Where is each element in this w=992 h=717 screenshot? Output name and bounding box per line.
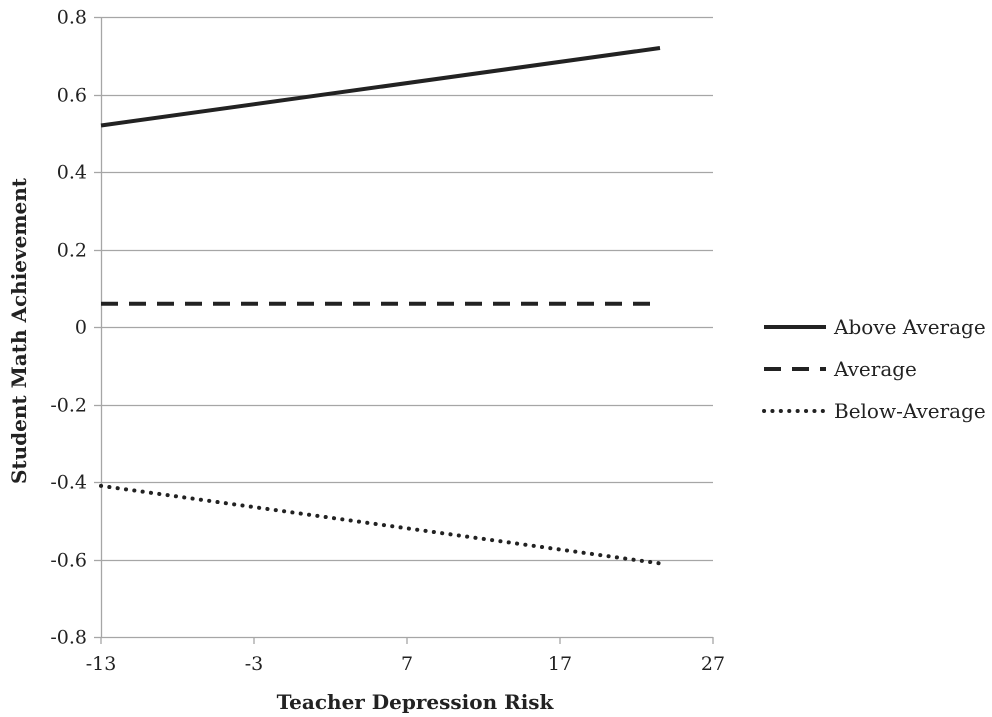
y-axis-title: Student Math Achievement: [7, 177, 31, 484]
x-tick-label: 7: [401, 653, 413, 675]
y-tick-label: 0.4: [57, 162, 87, 184]
x-tick-label: -3: [245, 653, 264, 675]
y-tick-label: -0.2: [50, 395, 87, 417]
x-tick-label: -13: [86, 653, 117, 675]
y-tick-label: 0: [75, 317, 87, 339]
y-tick-label: 0.6: [57, 85, 87, 107]
x-tick-label: 17: [548, 653, 572, 675]
x-axis-title: Teacher Depression Risk: [277, 690, 555, 714]
legend-label: Below-Average: [834, 399, 986, 423]
legend: Above Average Average Below-Average: [762, 315, 986, 423]
y-tick-label: 0.8: [57, 7, 87, 29]
series-line-below-average: [99, 483, 662, 566]
series-lines: [99, 46, 662, 566]
legend-label: Average: [833, 357, 917, 381]
y-tick-label: -0.4: [50, 472, 87, 494]
y-tick-label: 0.2: [57, 240, 87, 262]
gridlines: [101, 16, 713, 639]
x-tick-label: 27: [701, 653, 725, 675]
series-line-above-average: [100, 46, 661, 128]
axes: -0.8 -0.6 -0.4 -0.2 0 0.2 0.4 0.6 0.8 -13 -3 7 17 27: [50, 7, 725, 676]
y-tick-label: -0.6: [50, 550, 87, 572]
legend-label: Above Average: [833, 315, 986, 339]
y-tick-label: -0.8: [50, 627, 87, 649]
